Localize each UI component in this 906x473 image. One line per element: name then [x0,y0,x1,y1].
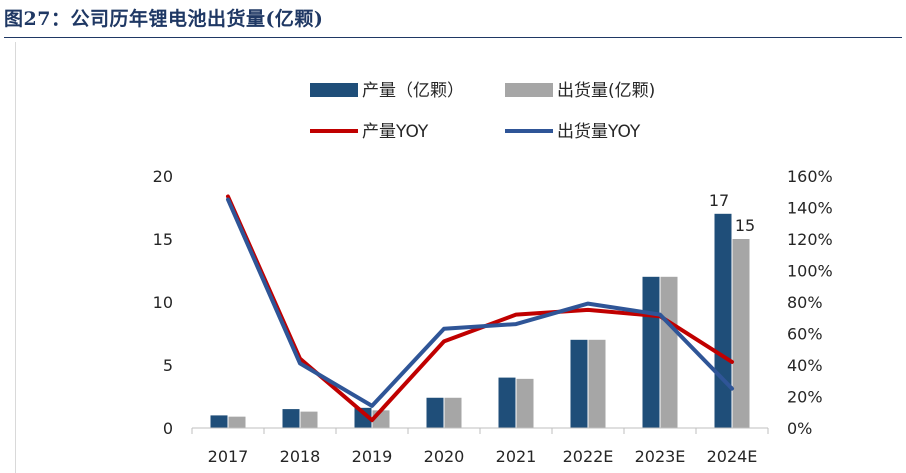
data-label-shipment-2024E: 15 [735,216,755,235]
x-tick-label-2021: 2021 [496,447,537,466]
x-tick-label-2024E: 2024E [707,447,758,466]
bar-shipment-2024E [732,239,750,428]
bar-shipment-2017 [228,416,246,428]
left-tick-label: 5 [163,356,173,375]
chart-panel [15,42,902,473]
left-tick-label: 20 [153,167,173,186]
line-shipment-yoy [226,197,734,408]
right-tick-label: 140% [787,199,833,218]
bar-production-2024E [714,213,732,428]
right-axis-ticks: 0% 20% 40% 60% 80% 100% 120% 140% 160% [787,167,833,438]
x-tick-label-2020: 2020 [424,447,465,466]
legend-label-shipment-yoy: 出货量YOY [557,122,641,142]
x-axis-ticks: 2017 2018 2019 2020 2021 2022E 2023E 2024E [191,428,769,466]
bar-production-2017 [210,415,228,428]
bar-production-2021 [498,377,516,428]
right-tick-label: 0% [787,419,812,438]
right-tick-label: 40% [787,356,823,375]
legend: 产量（亿颗） 出货量(亿颗) 产量YOY 出货量YOY [310,81,655,142]
data-label-production-2024E: 17 [709,191,729,210]
x-tick-label-2022E: 2022E [563,447,614,466]
bar-production-2018 [282,409,300,428]
left-tick-label: 10 [153,293,173,312]
bar-shipment-2021 [516,378,534,428]
bar-shipment-2023E [660,276,678,428]
right-tick-label: 60% [787,325,823,344]
legend-swatch-shipment [505,83,553,97]
bar-shipment-2018 [300,411,318,428]
bar-shipment-2022E [588,339,606,428]
right-tick-label: 80% [787,293,823,312]
legend-label-shipment: 出货量(亿颗) [557,81,655,101]
yoy-lines [226,194,734,423]
x-tick-label-2019: 2019 [352,447,393,466]
x-tick-label-2023E: 2023E [635,447,686,466]
right-tick-label: 20% [787,388,823,407]
legend-label-production: 产量（亿颗） [362,81,464,101]
bar-production-2019 [354,407,372,428]
right-tick-label: 120% [787,230,833,249]
x-tick-label-2017: 2017 [208,447,249,466]
x-tick-label-2018: 2018 [280,447,321,466]
figure-title: 图27：公司历年锂电池出货量(亿颗) [4,8,324,30]
legend-swatch-production [310,83,358,97]
bars [210,213,750,428]
legend-label-production-yoy: 产量YOY [362,122,429,142]
left-tick-label: 0 [163,419,173,438]
bar-production-2022E [570,339,588,428]
bar-production-2020 [426,397,444,428]
left-axis-ticks: 0 5 10 15 20 [153,167,173,438]
title-rule [4,37,902,38]
bar-production-2023E [642,276,660,428]
left-tick-label: 15 [153,230,173,249]
right-tick-label: 100% [787,262,833,281]
right-tick-label: 160% [787,167,833,186]
bar-shipment-2020 [444,397,462,428]
